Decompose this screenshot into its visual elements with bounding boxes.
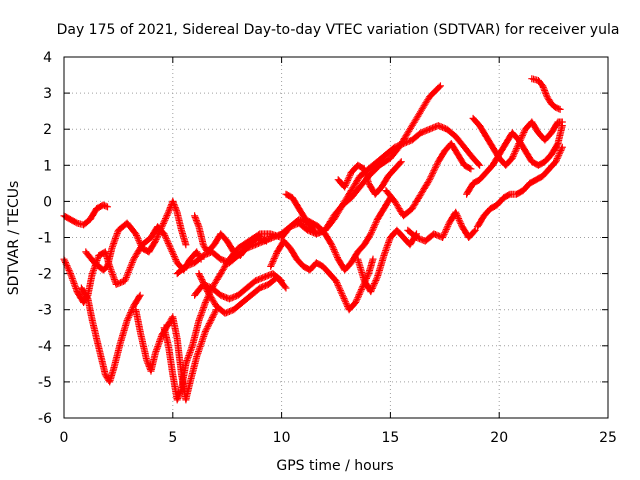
data-series [404,208,479,245]
series-markers [473,143,566,231]
series-markers [191,270,286,303]
y-tick-label: -5 [38,375,52,391]
y-tick-labels: -6 -5 -4 -3 -2 -1 0 1 2 3 4 [38,50,52,427]
series-markers [173,122,484,278]
x-tick-label: 0 [60,430,69,446]
series-markers [382,140,475,220]
series-markers [404,208,479,245]
data-series [132,306,220,404]
series-markers [463,122,566,198]
x-tick-label: 10 [273,430,291,446]
y-tick-label: -4 [38,339,52,355]
data-series [469,114,566,169]
data-series [473,143,566,231]
data-marks [60,75,566,404]
y-tick-label: -1 [38,231,52,247]
grid [64,57,608,418]
y-tick-label: -2 [38,267,52,283]
series-markers [528,75,564,113]
data-series [82,197,190,274]
x-tick-label: 5 [168,430,177,446]
y-tick-label: 3 [43,86,52,102]
data-series [334,158,405,198]
series-markers [334,158,405,198]
y-tick-label: 2 [43,122,52,138]
data-series [528,75,564,113]
plot-frame [63,56,609,419]
series-markers [282,190,394,274]
data-series [173,122,484,278]
data-series [267,237,377,314]
chart-title: Day 175 of 2021, Sidereal Day-to-day VTE… [57,22,620,38]
y-tick-label: 4 [43,50,52,66]
series-markers [469,114,566,169]
x-tick-label: 25 [599,430,617,446]
y-tick-label: -3 [38,303,52,319]
data-series [382,140,475,220]
x-tick-label: 15 [381,430,399,446]
y-tick-label: -6 [38,411,52,427]
data-series [463,122,566,198]
y-tick-label: 0 [43,194,52,210]
y-tick-label: 1 [43,158,52,174]
series-markers [267,237,377,314]
data-series [191,212,270,259]
series-markers [60,201,112,229]
data-series [60,201,112,229]
series-markers [77,284,144,386]
data-series [191,270,286,303]
series-markers [354,226,421,296]
series-markers [82,197,190,274]
x-tick-labels: 0 5 10 15 20 25 [60,430,617,446]
x-tick-label: 20 [490,430,508,446]
data-series [354,226,421,296]
data-series [77,284,144,386]
data-series [282,190,394,274]
y-axis-title: SDTVAR / TECUs [6,181,22,296]
series-markers [132,306,220,404]
x-axis-title: GPS time / hours [276,458,393,474]
series-markers [191,212,270,259]
